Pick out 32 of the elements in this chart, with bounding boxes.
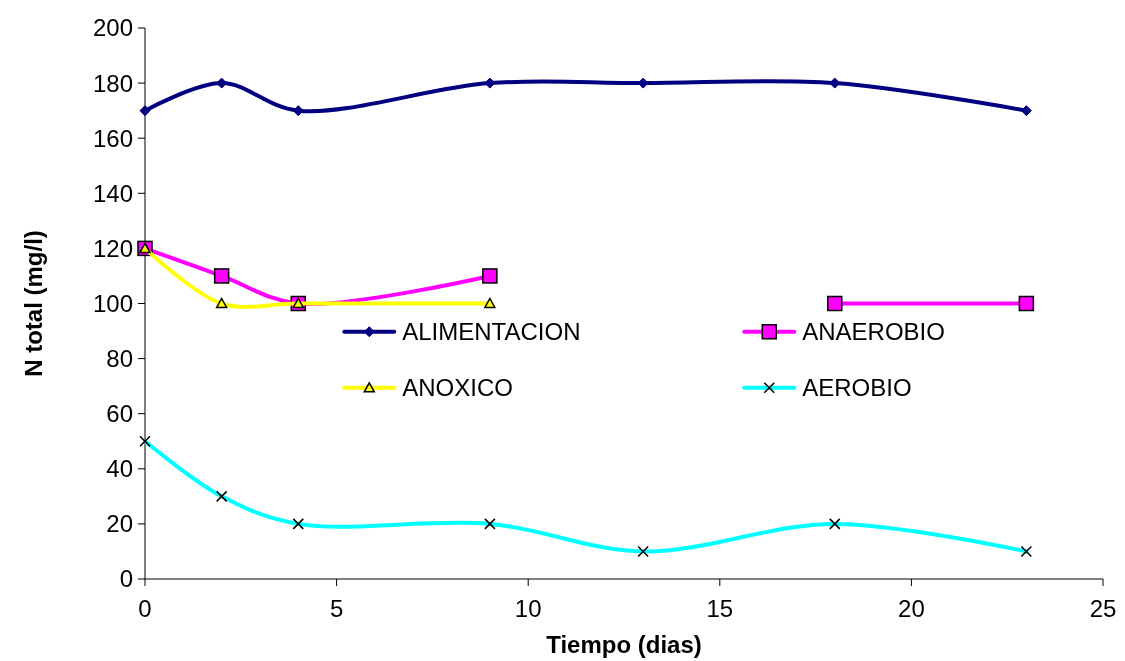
legend-label: AEROBIO [802,374,912,402]
x-tick-label: 25 [1089,595,1117,622]
y-tick-label: 20 [106,510,133,538]
legend-label: ALIMENTACION [402,318,581,346]
point [1018,295,1035,312]
y-tick-label: 100 [92,289,133,317]
x-tick-label: 5 [329,595,344,622]
y-tick-label: 120 [92,234,133,262]
x-tick-label: 10 [514,595,542,622]
x-tick-label: 0 [138,595,152,622]
y-tick-label: 80 [106,345,133,372]
point [1020,105,1032,117]
point [482,268,498,284]
point [213,268,230,284]
y-tick-label: 40 [106,455,133,483]
x-tick-label: 15 [706,595,734,622]
y-axis-title: N total (mg/l) [20,230,47,377]
point [215,297,228,309]
y-tick-label: 160 [92,124,133,152]
point [484,297,496,309]
x-tick-label: 20 [898,595,925,622]
point [292,105,304,117]
x-axis-title: Tiempo (dias) [546,631,702,658]
y-tick-label: 140 [92,179,133,207]
point [827,295,843,312]
y-tick-label: 0 [119,565,133,593]
y-tick-label: 180 [92,69,133,97]
y-tick-label: 200 [92,14,133,42]
legend-label: ANAEROBIO [802,318,945,346]
y-tick-label: 60 [106,400,133,428]
legend-label: ANOXICO [402,374,513,402]
point [139,105,151,117]
